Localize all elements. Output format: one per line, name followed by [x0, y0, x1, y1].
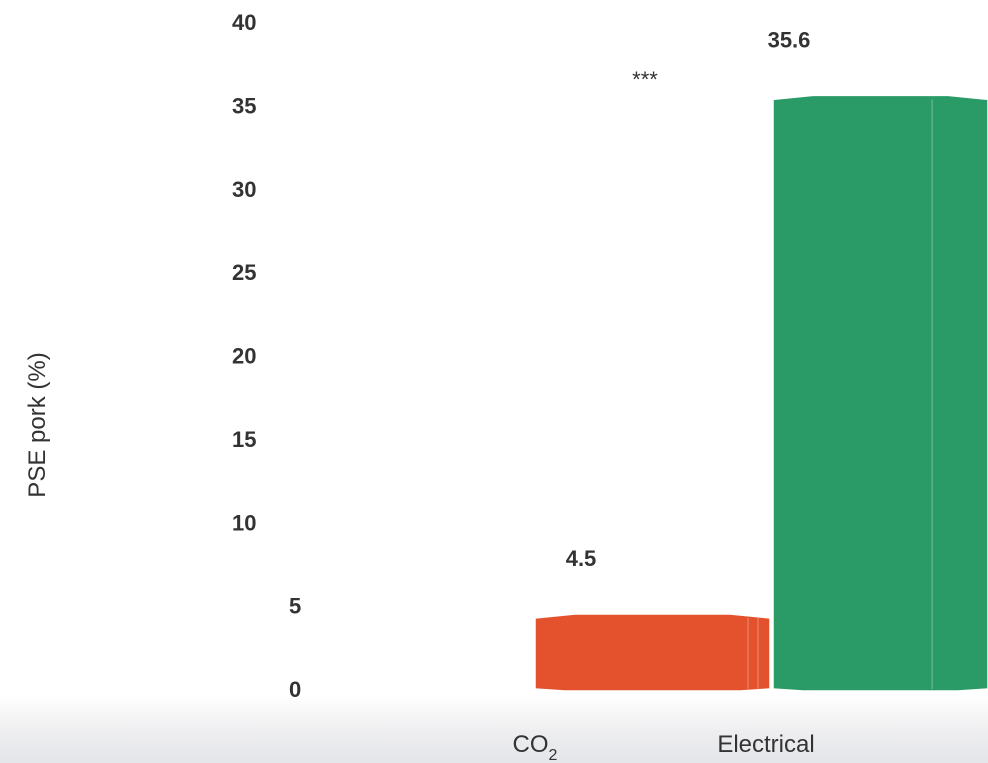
y-tick-label: 5 — [289, 594, 301, 619]
category-label: Electrical — [717, 731, 814, 758]
category-label: CO2 — [513, 731, 558, 763]
y-tick-label: 25 — [232, 260, 256, 285]
y-tick-label: 0 — [289, 677, 301, 702]
category-labels: CO2 Electrical — [513, 731, 815, 763]
y-tick-label: 35 — [232, 93, 256, 118]
y-axis-label: PSE pork (%) — [24, 352, 51, 497]
significance-marker: *** — [632, 67, 658, 92]
y-tick-label: 20 — [232, 344, 256, 369]
value-labels: 4.5 35.6 — [566, 27, 811, 571]
value-label: 4.5 — [566, 546, 597, 571]
bar — [772, 94, 988, 692]
bar — [534, 613, 771, 692]
background-fade — [0, 695, 988, 763]
value-label: 35.6 — [768, 27, 811, 52]
y-tick-label: 10 — [232, 510, 256, 535]
y-axis-ticks: 0 5 10 15 20 25 30 35 40 — [232, 10, 301, 702]
y-tick-label: 40 — [232, 10, 256, 35]
bars — [534, 94, 988, 692]
y-tick-label: 15 — [232, 427, 256, 452]
y-tick-label: 30 — [232, 177, 256, 202]
